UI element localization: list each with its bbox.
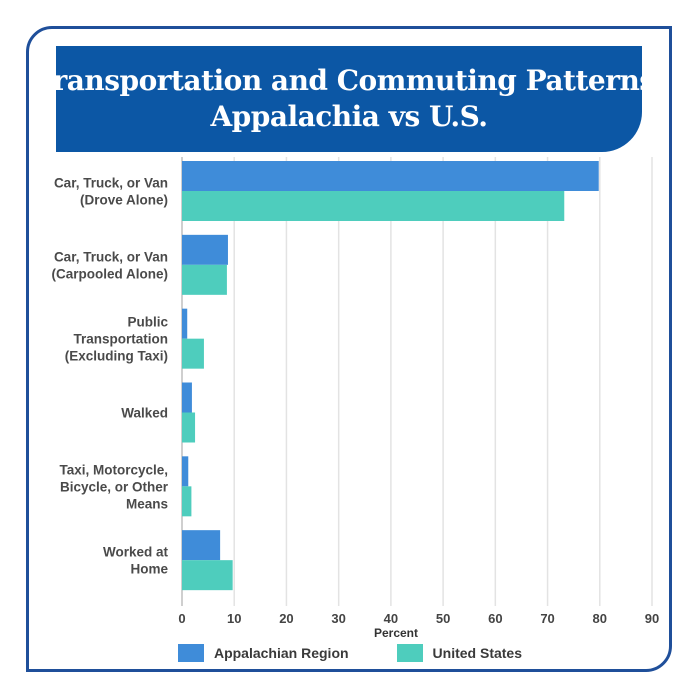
bar-us-4: [182, 486, 192, 517]
bar-appalachia-0: [182, 161, 599, 191]
x-tick-label-80: 80: [593, 611, 607, 626]
legend-label-us: United States: [432, 645, 523, 661]
bar-us-0: [182, 191, 565, 221]
chart-title-line-1: Transportation and Commuting Patterns,: [34, 64, 664, 97]
chart-title: Transportation and Commuting Patterns, A…: [34, 46, 664, 152]
x-tick-label-70: 70: [540, 611, 554, 626]
x-tick-label-0: 0: [178, 611, 185, 626]
legend-swatch-appalachia: [177, 644, 204, 662]
x-tick-label-50: 50: [436, 611, 450, 626]
bar-appalachia-3: [182, 382, 192, 413]
category-label-2-1: Transportation: [73, 332, 168, 347]
bar-us-1: [182, 264, 227, 295]
category-label-2-2: (Excluding Taxi): [65, 349, 168, 364]
category-label-4-1: Bicycle, or Other: [60, 479, 169, 494]
category-label-4-0: Taxi, Motorcycle,: [59, 462, 168, 477]
x-tick-label-60: 60: [488, 611, 502, 626]
x-tick-label-30: 30: [331, 611, 345, 626]
bar-appalachia-2: [182, 308, 188, 339]
category-label-0-0: Car, Truck, or Van: [54, 176, 168, 191]
legend-swatch-us: [396, 644, 423, 662]
x-axis-title: Percent: [374, 626, 418, 640]
bar-appalachia-1: [182, 234, 228, 265]
x-tick-label-40: 40: [384, 611, 398, 626]
chart-title-line-2: Appalachia vs U.S.: [210, 100, 488, 133]
bar-us-3: [182, 412, 196, 443]
bar-us-2: [182, 338, 204, 369]
x-tick-label-20: 20: [279, 611, 293, 626]
category-label-2-0: Public: [127, 315, 168, 330]
chart-legend: Appalachian Region United States: [0, 644, 700, 662]
legend-label-appalachia: Appalachian Region: [213, 645, 349, 661]
category-label-0-1: (Drove Alone): [80, 193, 168, 208]
category-label-3-0: Walked: [121, 406, 168, 421]
category-label-5-1: Home: [130, 562, 168, 577]
category-label-1-1: (Carpooled Alone): [52, 266, 169, 281]
legend-item-us: United States: [396, 644, 523, 662]
x-tick-label-90: 90: [645, 611, 659, 626]
bar-appalachia-5: [182, 530, 221, 561]
bar-appalachia-4: [182, 456, 189, 487]
legend-item-appalachia: Appalachian Region: [177, 644, 349, 662]
category-label-1-0: Car, Truck, or Van: [54, 249, 168, 264]
x-tick-label-10: 10: [227, 611, 241, 626]
category-label-5-0: Worked at: [103, 545, 169, 560]
category-label-4-2: Means: [126, 496, 168, 511]
bar-us-5: [182, 560, 233, 591]
